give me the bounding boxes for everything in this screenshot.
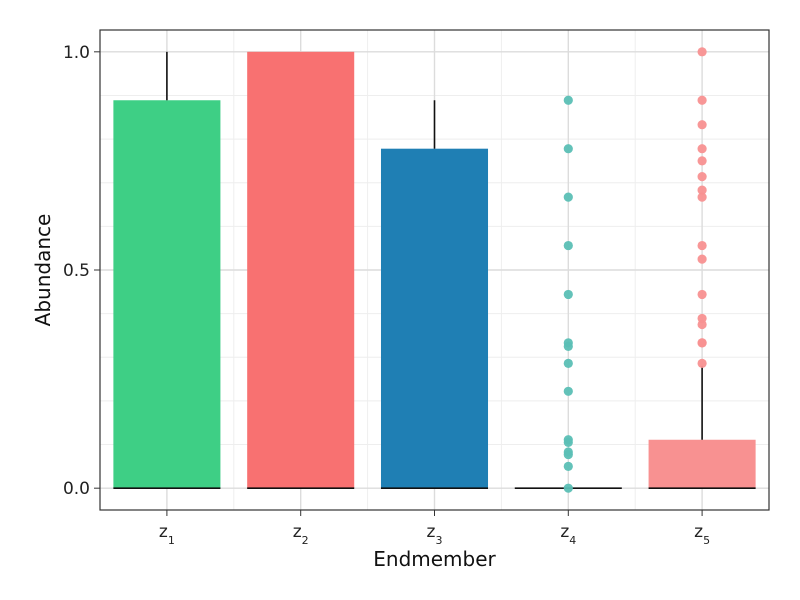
outlier-point	[697, 358, 707, 368]
y-tick-label: 1.0	[63, 43, 90, 63]
outlier-point	[563, 358, 573, 368]
x-tick-label: z2	[293, 522, 309, 547]
x-tick-label: z1	[159, 522, 175, 547]
outlier-point	[697, 185, 707, 195]
outlier-point	[563, 437, 573, 447]
outlier-point	[697, 338, 707, 348]
x-axis-title: Endmember	[373, 547, 496, 571]
outlier-point	[697, 172, 707, 182]
outlier-point	[563, 461, 573, 471]
whiskers	[166, 51, 703, 440]
x-tick-label: z4	[560, 522, 576, 547]
outlier-point	[697, 240, 707, 251]
y-tick-label: 0.5	[63, 261, 90, 281]
outlier-point	[563, 240, 573, 251]
outlier-point	[697, 144, 707, 154]
y-axis-title: Abundance	[31, 214, 55, 327]
bar-2	[247, 51, 355, 489]
y-tick-label: 0.0	[63, 479, 90, 499]
outlier-point	[697, 47, 707, 57]
bar-1	[113, 100, 221, 489]
outlier-point	[697, 156, 707, 166]
y-axis-ticks: 0.0 0.5 1.0	[63, 43, 100, 499]
outlier-point	[563, 483, 573, 493]
outlier-point	[563, 144, 573, 154]
x-tick-label: z5	[694, 522, 710, 547]
bars	[113, 51, 756, 489]
outlier-point	[563, 192, 573, 202]
outlier-point	[563, 449, 573, 460]
outlier-point	[563, 289, 573, 300]
bar-3	[380, 148, 489, 489]
outlier-point	[697, 192, 707, 202]
x-axis-ticks: z1 z2 z3 z4 z5	[159, 510, 710, 547]
outlier-point	[697, 95, 707, 105]
outlier-point	[697, 120, 707, 130]
outlier-point	[697, 254, 707, 264]
outlier-point	[563, 341, 573, 351]
outlier-point	[563, 386, 573, 396]
bar-5	[648, 439, 756, 489]
outlier-point	[563, 95, 573, 105]
outlier-point	[697, 289, 707, 300]
outlier-point	[697, 319, 707, 330]
outlier-points	[563, 47, 707, 493]
x-tick-label: z3	[427, 522, 443, 547]
